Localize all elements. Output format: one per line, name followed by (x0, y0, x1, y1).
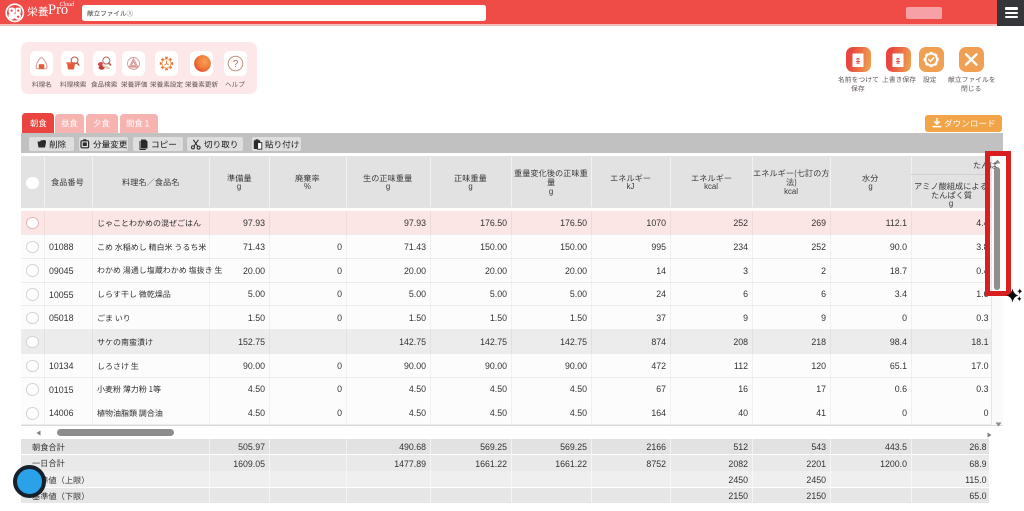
svg-text:?: ? (232, 59, 238, 70)
